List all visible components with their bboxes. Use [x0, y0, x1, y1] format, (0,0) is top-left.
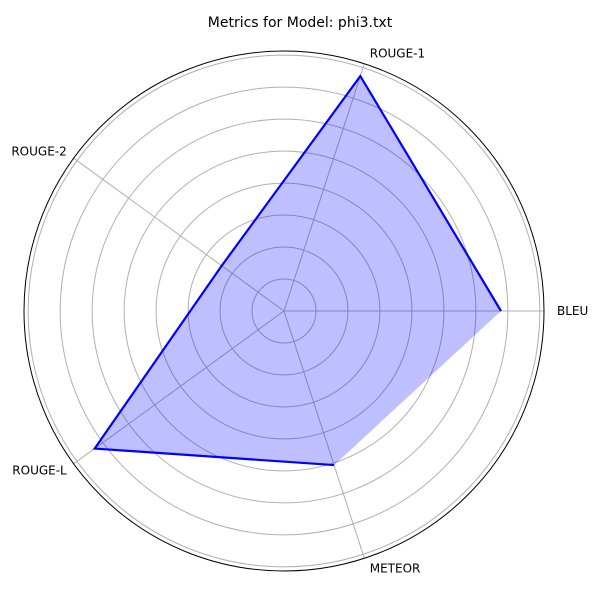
grid-spoke — [73, 310, 285, 465]
category-labels: BLEU ROUGE-1 ROUGE-2 ROUGE-L METEOR — [11, 46, 588, 575]
chart-title: Metrics for Model: phi3.txt — [207, 15, 393, 31]
grid-spoke — [73, 157, 285, 312]
category-label-rouge-l: ROUGE-L — [12, 463, 67, 477]
grid-spoke — [283, 63, 365, 312]
outer-frame — [23, 50, 545, 572]
category-label-rouge-2: ROUGE-2 — [11, 145, 66, 159]
category-label-meteor: METEOR — [370, 562, 421, 576]
grid-spoke — [283, 310, 365, 559]
category-label-bleu: BLEU — [557, 304, 588, 318]
series-fill-area — [94, 76, 501, 466]
category-label-rouge-1: ROUGE-1 — [370, 46, 425, 60]
grid-layer — [23, 50, 545, 572]
series-layer — [92, 74, 502, 467]
